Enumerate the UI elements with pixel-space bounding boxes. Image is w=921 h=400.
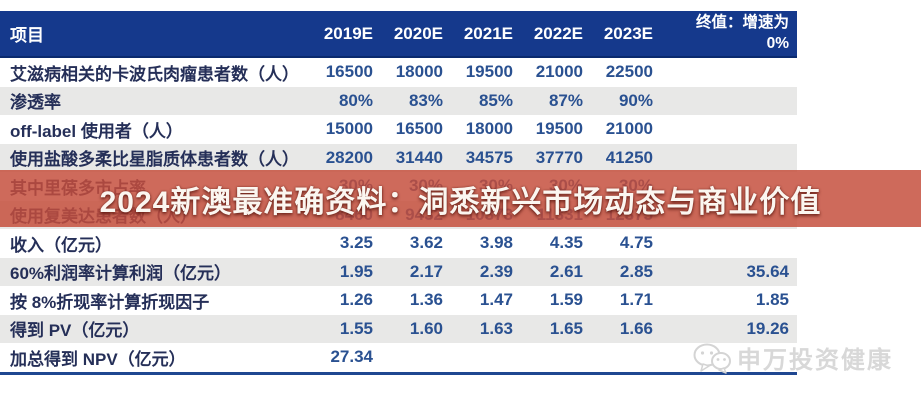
cell-value: 1.66 — [619, 318, 653, 338]
header-item-label: 项目 — [10, 26, 44, 45]
header-year-2020: 2020E — [393, 23, 443, 43]
row-label: 60%利润率计算利润（亿元） — [10, 264, 232, 284]
header-year-2021: 2021E — [463, 23, 513, 43]
table-bottom-rule — [0, 371, 797, 375]
table-row: off-label 使用者（人） 15000 16500 18000 19500 2100… — [0, 115, 797, 144]
cell-value: 2.39 — [479, 261, 513, 281]
table-row: 艾滋病相关的卡波氏肉瘤患者数（人） 16500 18000 19500 21000 225… — [0, 58, 797, 87]
cell-value: 1.59 — [549, 290, 583, 310]
cell-value: 16500 — [325, 62, 373, 82]
row-label: off-label 使用者（人） — [10, 121, 183, 141]
header-terminal-line2: 0% — [766, 34, 789, 52]
table-row: 加总得到 NPV（亿元） 27.34 — [0, 343, 797, 372]
promo-banner: 2024新澳最准确资料：洞悉新兴市场动态与商业价值 — [0, 170, 921, 227]
table-row: 渗透率 80% 83% 85% 87% 90% — [0, 86, 797, 115]
cell-value: 85% — [478, 90, 513, 110]
table-row: 60%利润率计算利润（亿元） 1.95 2.17 2.39 2.61 2.85 35.64 — [0, 257, 797, 286]
row-label: 收入（亿元） — [10, 235, 112, 255]
cell-value: 3.25 — [339, 233, 373, 253]
cell-value: 27.34 — [330, 347, 373, 367]
row-label: 渗透率 — [10, 93, 61, 113]
row-label: 得到 PV（亿元） — [10, 321, 140, 341]
row-label: 使用盐酸多柔比星脂质体患者数（人） — [10, 150, 299, 170]
cell-value: 1.95 — [339, 261, 373, 281]
cell-value: 41250 — [605, 147, 653, 167]
cell-value: 90% — [618, 90, 653, 110]
cell-value: 31440 — [395, 147, 443, 167]
terminal-value: 1.85 — [755, 290, 789, 310]
cell-value: 1.60 — [409, 318, 443, 338]
cell-value: 80% — [338, 90, 373, 110]
cell-value: 19500 — [465, 62, 513, 82]
row-label: 按 8%折现率计算折现因子 — [10, 292, 210, 312]
cell-value: 16500 — [395, 119, 443, 139]
cell-value: 2.61 — [549, 261, 583, 281]
header-year-2023: 2023E — [603, 23, 653, 43]
cell-value: 1.36 — [409, 290, 443, 310]
header-terminal: 终值：增速为 0% — [653, 13, 797, 53]
table-header: 项目 2019E 2020E 2021E 2022E 2023E 终值：增速为 … — [0, 11, 797, 58]
cell-value: 1.26 — [339, 290, 373, 310]
cell-value: 2.85 — [619, 261, 653, 281]
banner-text: 2024新澳最准确资料：洞悉新兴市场动态与商业价值 — [99, 185, 822, 219]
cell-value: 21000 — [535, 62, 583, 82]
row-label: 加总得到 NPV（亿元） — [10, 349, 186, 369]
wechat-icon — [693, 343, 731, 374]
cell-value: 1.63 — [479, 318, 513, 338]
header-year-2019: 2019E — [323, 23, 373, 43]
cell-value: 21000 — [605, 119, 653, 139]
cell-value: 37770 — [535, 147, 583, 167]
terminal-value: 35.64 — [746, 261, 789, 281]
cell-value: 22500 — [605, 62, 653, 82]
cell-value: 19500 — [535, 119, 583, 139]
cell-value: 3.98 — [479, 233, 513, 253]
cell-value: 4.35 — [549, 233, 583, 253]
table-row: 使用盐酸多柔比星脂质体患者数（人） 28200 31440 34575 37770 412… — [0, 143, 797, 172]
table-row: 收入（亿元） 3.25 3.62 3.98 4.35 4.75 — [0, 229, 797, 258]
terminal-value: 19.26 — [746, 318, 789, 338]
header-terminal-line1: 终值：增速为 — [695, 14, 789, 32]
cell-value: 15000 — [325, 119, 373, 139]
cell-value: 28200 — [325, 147, 373, 167]
cell-value: 2.17 — [409, 261, 443, 281]
cell-value: 1.55 — [339, 318, 373, 338]
cell-value: 4.75 — [619, 233, 653, 253]
header-year-2022: 2022E — [533, 23, 583, 43]
cell-value: 83% — [408, 90, 443, 110]
cell-value: 1.65 — [549, 318, 583, 338]
cell-value: 1.71 — [619, 290, 653, 310]
cell-value: 18000 — [465, 119, 513, 139]
watermark: 申万投资健康 — [693, 340, 893, 375]
cell-value: 34575 — [465, 147, 513, 167]
cell-value: 3.62 — [409, 233, 443, 253]
cell-value: 1.47 — [479, 290, 513, 310]
watermark-label: 申万投资健康 — [737, 347, 893, 374]
table-row: 按 8%折现率计算折现因子 1.26 1.36 1.47 1.59 1.71 1.85 — [0, 286, 797, 315]
row-label: 艾滋病相关的卡波氏肉瘤患者数（人） — [10, 64, 299, 84]
cell-value: 87% — [548, 90, 583, 110]
table-row: 得到 PV（亿元） 1.55 1.60 1.63 1.65 1.66 19.26 — [0, 314, 797, 343]
cell-value: 18000 — [395, 62, 443, 82]
